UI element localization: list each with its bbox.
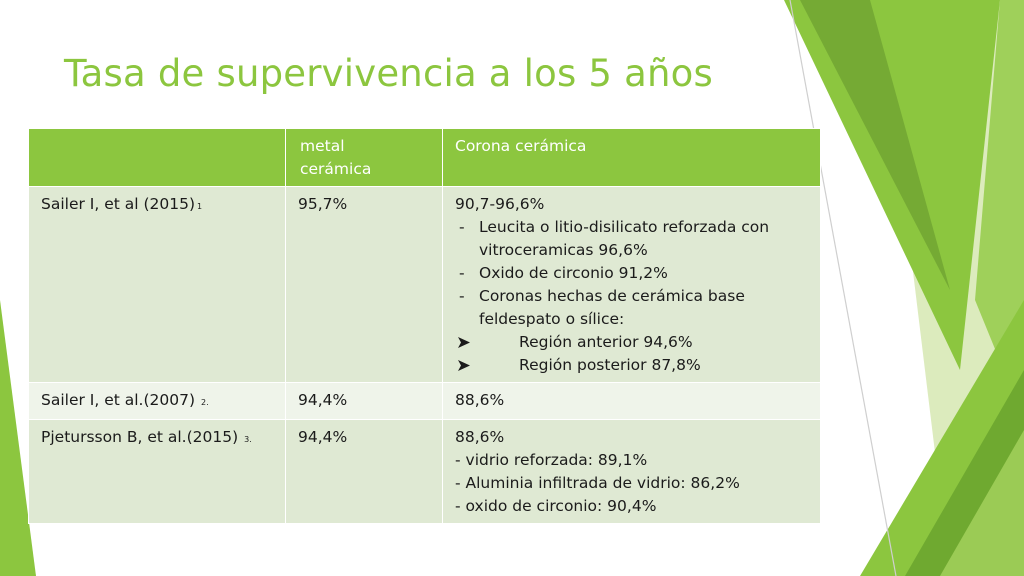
corona-sublist: Región anterior 94,6% Región posterior 8…: [455, 331, 810, 377]
page-title: Tasa de supervivencia a los 5 años: [64, 52, 713, 95]
list-item: Leucita o litio-disilicato reforzada con…: [455, 216, 810, 262]
arrow-bullet-icon: [458, 337, 470, 348]
corona-cell: 88,6%: [442, 382, 821, 420]
sub-list-item: Región anterior 94,6%: [455, 331, 810, 354]
survival-table: metal cerámica Corona cerámica Sailer I,…: [28, 128, 821, 524]
study-name: Sailer I, et al.(2007): [41, 391, 196, 409]
corona-cell: 90,7-96,6% Leucita o litio-disilicato re…: [442, 186, 821, 383]
corona-cell: 88,6% - vidrio reforzada: 89,1% - Alumin…: [442, 419, 821, 524]
metal-value: 94,4%: [285, 419, 443, 524]
header-cell-metal: metal cerámica: [285, 128, 443, 187]
study-name: Pjetursson B, et al.(2015): [41, 428, 239, 446]
table-row: Sailer I, et al.(2007) 2. 94,4% 88,6%: [28, 382, 821, 420]
arrow-bullet-icon: [458, 360, 470, 371]
metal-value: 94,4%: [285, 382, 443, 420]
list-item: Coronas hechas de cerámica base feldespa…: [455, 285, 810, 331]
corona-lead: 88,6%: [455, 428, 505, 446]
left-accent-shape: [0, 300, 36, 576]
list-item: Oxido de circonio 91,2%: [455, 262, 810, 285]
right-shape-bottom-light: [940, 430, 1024, 576]
right-shape-mid: [975, 0, 1024, 420]
study-name: Sailer I, et al (2015): [41, 195, 196, 213]
study-cell: Pjetursson B, et al.(2015) 3.: [28, 419, 286, 524]
reference-number: 1: [197, 202, 203, 211]
header-metal-label: metal cerámica: [300, 137, 372, 178]
header-cell-empty: [28, 128, 286, 187]
corona-lead: 90,7-96,6%: [455, 195, 545, 213]
study-cell: Sailer I, et al.(2007) 2.: [28, 382, 286, 420]
corona-lead: 88,6%: [455, 391, 505, 409]
corona-list: Leucita o litio-disilicato reforzada con…: [455, 216, 810, 331]
metal-value: 95,7%: [285, 186, 443, 383]
corona-line: - oxido de circonio: 90,4%: [455, 497, 657, 515]
sub-list-text: Región posterior 87,8%: [519, 356, 701, 374]
table-row: Pjetursson B, et al.(2015) 3. 94,4% 88,6%…: [28, 419, 821, 524]
sub-list-text: Región anterior 94,6%: [519, 333, 693, 351]
reference-number: 2.: [201, 398, 209, 407]
corona-line: - vidrio reforzada: 89,1%: [455, 451, 648, 469]
right-shape-dark: [800, 0, 950, 290]
reference-number: 3.: [244, 435, 252, 444]
header-cell-corona: Corona cerámica: [442, 128, 821, 187]
study-cell: Sailer I, et al (2015) 1: [28, 186, 286, 383]
table-header-row: metal cerámica Corona cerámica: [28, 128, 821, 187]
corona-line: - Aluminia infiltrada de vidrio: 86,2%: [455, 474, 740, 492]
sub-list-item: Región posterior 87,8%: [455, 354, 810, 377]
right-thin-line: [789, 0, 897, 576]
table-row: Sailer I, et al (2015) 1 95,7% 90,7-96,6%…: [28, 186, 821, 383]
